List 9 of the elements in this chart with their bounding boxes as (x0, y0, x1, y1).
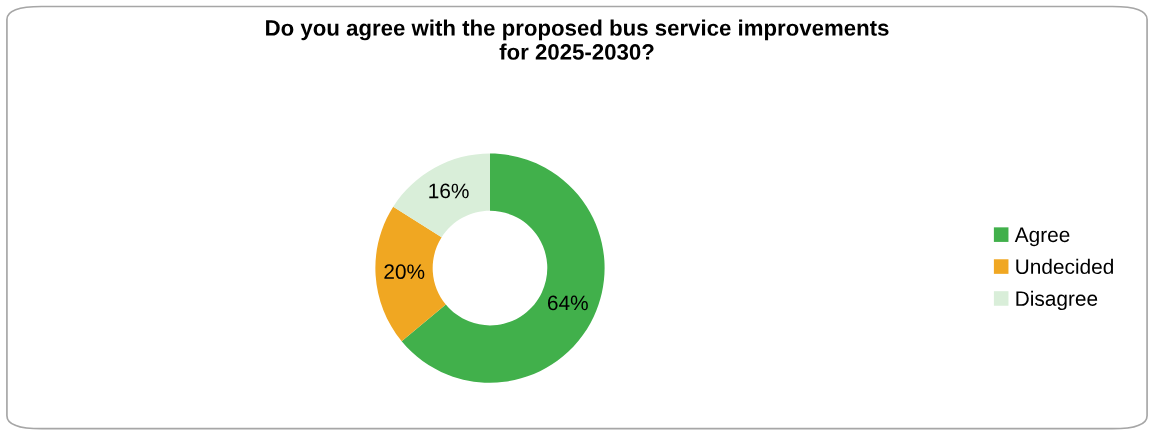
data-label: 64% (547, 295, 588, 311)
data-label: 20% (384, 264, 425, 280)
legend-label: Disagree (1016, 290, 1098, 311)
donut-slice (393, 153, 490, 238)
chart-title: Do you agree with the proposed bus service improvements for 2025-2030? (266, 19, 889, 60)
legend-label: Agree (1014, 227, 1070, 247)
legend-label: Undecided (1016, 258, 1113, 275)
data-label: 16% (429, 183, 469, 199)
donut-slice (375, 206, 446, 342)
